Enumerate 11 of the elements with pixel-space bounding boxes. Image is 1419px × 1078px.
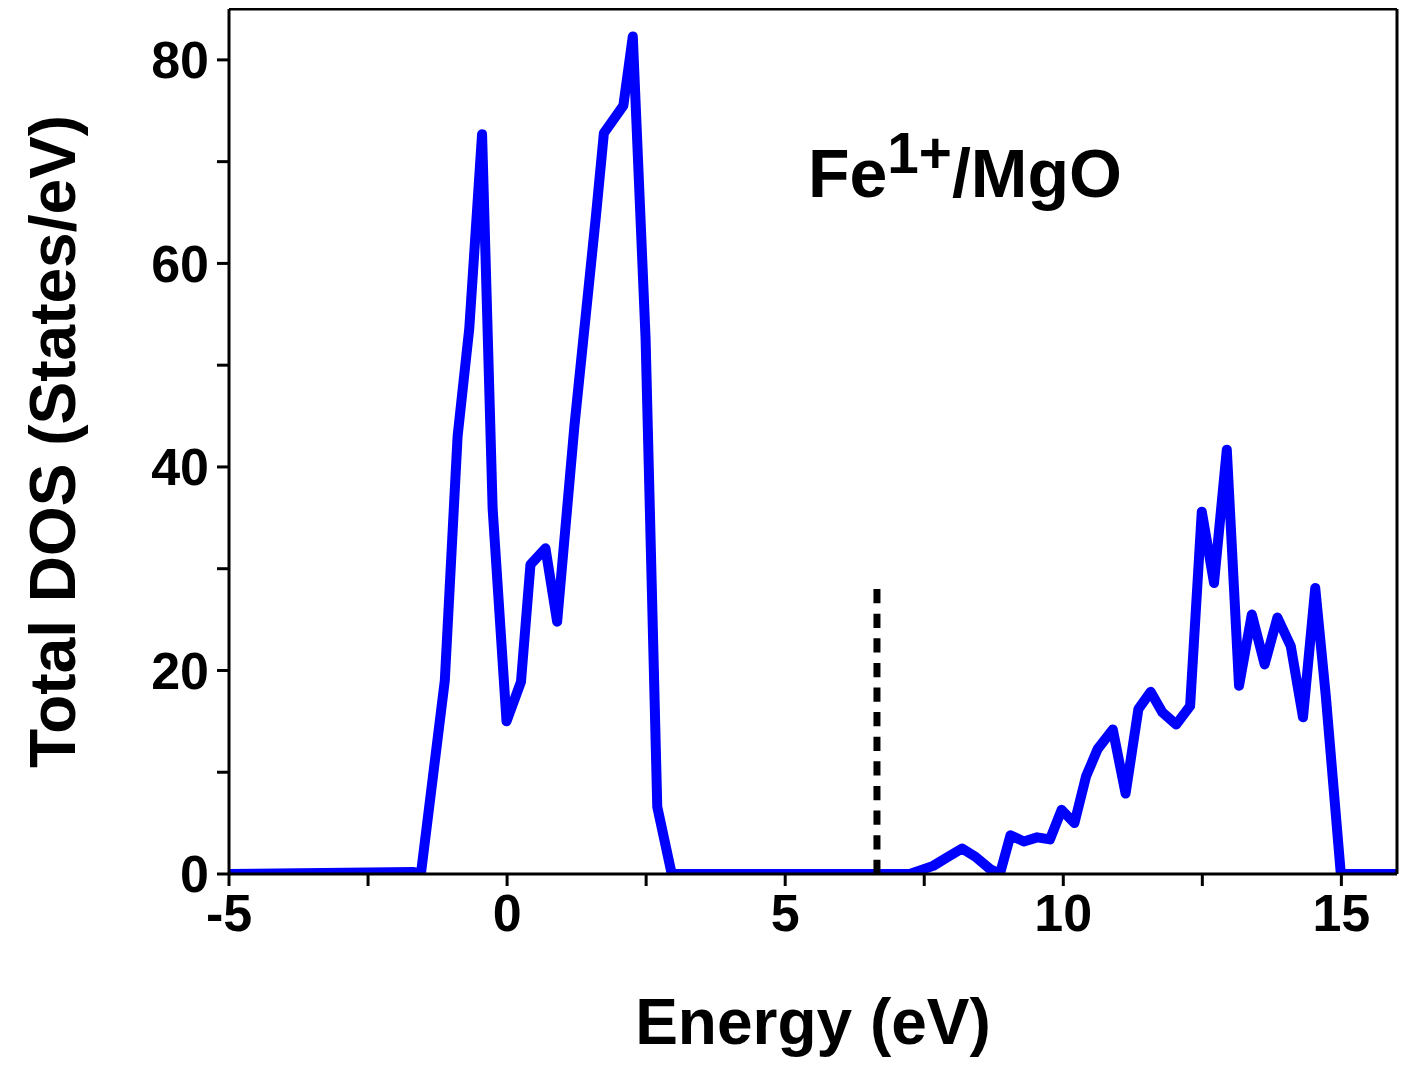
y-tick-label: 40	[151, 438, 209, 497]
x-tick-label: 0	[492, 883, 522, 942]
y-tick-label: 80	[151, 31, 209, 90]
y-tick-label: 20	[151, 641, 209, 700]
y-axis-title: Total DOS (States/eV)	[16, 114, 89, 769]
y-tick-label: 60	[151, 234, 209, 293]
x-axis-title: Energy (eV)	[635, 986, 991, 1058]
annotation: Fe$^{1+}$/MgO	[808, 122, 1122, 211]
x-tick-label: 10	[1034, 883, 1093, 942]
x-tick-label: 5	[770, 883, 800, 942]
x-tick-label: 15	[1312, 883, 1371, 942]
